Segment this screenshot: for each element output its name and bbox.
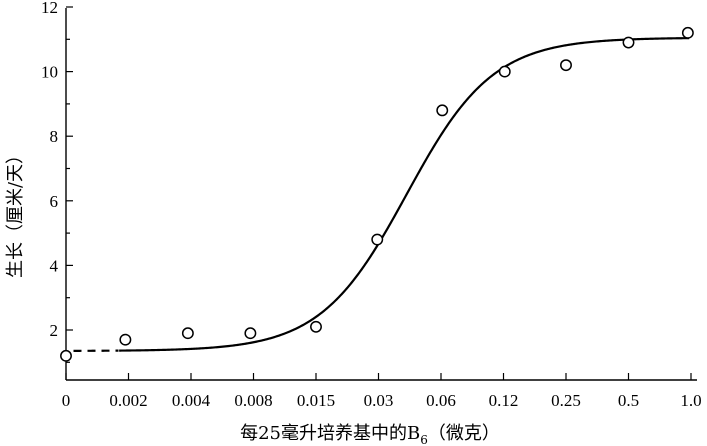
x-tick-label: 0.008 <box>234 391 272 410</box>
fit-curve <box>73 37 690 352</box>
y-tick-label: 10 <box>41 63 58 82</box>
x-axis-title-suffix: （微克） <box>428 423 500 444</box>
y-tick-label: 8 <box>50 127 59 146</box>
y-ticks: 2 4 6 8 10 12 <box>41 0 73 363</box>
x-tick-label: 0.004 <box>172 391 211 410</box>
data-point <box>60 349 72 362</box>
data-point <box>310 320 322 333</box>
axes <box>65 8 697 381</box>
x-axis-title-subscript: 6 <box>420 433 428 446</box>
x-axis-title-main: 每25毫升培养基中的B <box>240 423 420 444</box>
data-point <box>181 327 194 340</box>
x-tick-label: 0.12 <box>489 391 519 410</box>
data-point <box>560 59 572 72</box>
x-tick-label: 0.06 <box>426 391 456 410</box>
y-tick-label: 6 <box>50 192 59 211</box>
y-tick-label: 12 <box>41 0 58 17</box>
x-tick-label: 1.0 <box>680 391 701 410</box>
data-point <box>622 36 635 49</box>
data-point <box>371 233 384 246</box>
x-tick-label: 0.015 <box>297 391 335 410</box>
x-axis-title: 每25毫升培养基中的B6（微克） <box>240 423 500 446</box>
x-tick-label: 0.5 <box>618 391 639 410</box>
data-point <box>119 333 132 346</box>
x-tick-label: 0.03 <box>364 391 394 410</box>
fit-curve-solid <box>119 37 690 352</box>
y-axis-title: 生长（厘米/天） <box>5 146 26 278</box>
data-point <box>681 26 694 39</box>
data-point <box>436 104 449 117</box>
x-tick-label: 0.25 <box>551 391 581 410</box>
x-tick-label: 0 <box>62 391 71 410</box>
x-tick-label: 0.002 <box>109 391 147 410</box>
data-points <box>60 26 694 362</box>
data-point <box>244 327 257 340</box>
y-tick-label: 2 <box>50 321 59 340</box>
x-ticks: 0 0.002 0.004 0.008 0.015 0.03 0.06 0.12 0.25 0.5… <box>62 373 702 410</box>
data-point <box>498 65 511 78</box>
y-tick-label: 4 <box>50 256 59 275</box>
